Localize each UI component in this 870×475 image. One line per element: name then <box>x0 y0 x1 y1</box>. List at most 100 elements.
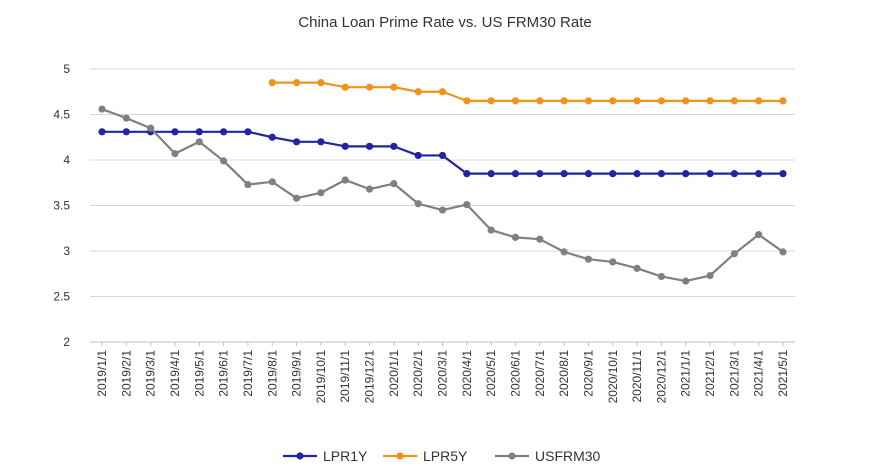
data-point-lpr1y <box>122 128 130 136</box>
data-point-usfrm30 <box>317 189 325 197</box>
data-point-usfrm30 <box>755 231 763 239</box>
x-tick-label: 2019/11/1 <box>338 350 352 403</box>
data-point-lpr1y <box>706 170 714 178</box>
data-point-lpr5y <box>633 97 641 105</box>
data-point-lpr5y <box>414 88 422 96</box>
legend-item-usfrm30: USFRM30 <box>495 448 601 464</box>
y-tick-label: 5 <box>63 62 70 76</box>
data-point-lpr1y <box>268 133 276 141</box>
data-point-lpr1y <box>341 142 349 150</box>
data-point-usfrm30 <box>609 258 617 266</box>
x-tick-label: 2021/4/1 <box>752 350 766 397</box>
x-tick-label: 2020/5/1 <box>484 350 498 397</box>
x-tick-label: 2021/1/1 <box>679 350 693 397</box>
x-tick-label: 2019/9/1 <box>290 350 304 397</box>
data-point-lpr5y <box>536 97 544 105</box>
data-point-usfrm30 <box>390 180 398 188</box>
data-point-lpr1y <box>584 170 593 178</box>
data-point-lpr1y <box>244 128 252 136</box>
data-point-lpr1y <box>730 170 738 178</box>
data-point-lpr1y <box>682 170 690 178</box>
data-point-usfrm30 <box>292 194 301 202</box>
data-point-lpr5y <box>317 79 325 87</box>
data-point-lpr5y <box>292 79 301 87</box>
legend-marker <box>296 452 304 460</box>
data-point-lpr1y <box>511 170 520 178</box>
data-point-lpr5y <box>438 88 447 96</box>
data-point-usfrm30 <box>657 272 665 281</box>
data-point-lpr1y <box>98 128 106 136</box>
data-point-usfrm30 <box>171 150 179 158</box>
x-axis: 2019/1/1 2019/2/1 2019/3/1 2019/4/1 2019/5/1… <box>90 341 795 404</box>
legend-item-lpr1y: LPR1Y <box>283 448 368 464</box>
data-point-lpr1y <box>463 170 471 178</box>
data-point-lpr1y <box>560 170 568 178</box>
x-tick-label: 2020/12/1 <box>654 350 668 404</box>
data-point-lpr1y <box>755 170 763 178</box>
x-tick-label: 2021/2/1 <box>703 350 717 397</box>
data-point-lpr1y <box>414 151 422 160</box>
x-tick-label: 2019/3/1 <box>144 350 158 397</box>
data-point-lpr5y <box>682 97 690 105</box>
data-point-lpr5y <box>268 79 276 87</box>
data-point-lpr1y <box>779 170 787 178</box>
x-tick-label: 2020/7/1 <box>533 350 547 397</box>
data-point-usfrm30 <box>365 185 374 193</box>
legend: LPR1Y LPR5Y USFRM30 <box>283 448 601 464</box>
data-point-lpr1y <box>536 170 544 178</box>
data-point-usfrm30 <box>244 180 252 189</box>
y-tick-label: 3 <box>63 244 70 258</box>
data-point-lpr5y <box>487 97 495 105</box>
data-point-lpr1y <box>633 170 641 178</box>
data-point-lpr1y <box>390 142 398 150</box>
data-point-usfrm30 <box>560 248 568 256</box>
legend-marker <box>396 452 404 460</box>
legend-item-lpr5y: LPR5Y <box>383 448 468 464</box>
data-point-lpr5y <box>706 97 714 105</box>
legend-label: LPR5Y <box>423 448 468 464</box>
x-tick-label: 2020/8/1 <box>557 350 571 397</box>
data-point-lpr1y <box>171 128 179 136</box>
gridlines <box>90 68 795 343</box>
x-tick-label: 2020/10/1 <box>606 350 620 404</box>
data-point-lpr5y <box>463 97 471 105</box>
x-tick-label: 2019/8/1 <box>265 350 279 397</box>
data-point-lpr1y <box>195 128 203 136</box>
x-tick-label: 2020/3/1 <box>436 350 450 397</box>
x-tick-label: 2019/6/1 <box>217 350 231 397</box>
data-point-usfrm30 <box>730 250 738 258</box>
x-tick-label: 2019/1/1 <box>95 350 109 397</box>
data-point-lpr1y <box>292 138 301 146</box>
series-lpr5y <box>268 79 787 105</box>
data-point-lpr5y <box>584 97 593 105</box>
chart-title: China Loan Prime Rate vs. US FRM30 Rate <box>298 14 591 31</box>
x-tick-label: 2021/5/1 <box>776 350 790 397</box>
data-point-usfrm30 <box>487 226 495 234</box>
data-point-lpr1y <box>365 142 374 150</box>
data-point-usfrm30 <box>268 178 276 186</box>
x-tick-label: 2019/12/1 <box>363 350 377 404</box>
series-line-lpr5y <box>272 81 783 102</box>
legend-label: LPR1Y <box>323 448 368 464</box>
series-line-usfrm30 <box>101 108 784 283</box>
x-tick-label: 2020/11/1 <box>630 350 644 403</box>
x-tick-label: 2021/3/1 <box>727 350 741 397</box>
x-tick-label: 2020/2/1 <box>411 350 425 397</box>
data-point-usfrm30 <box>414 200 422 208</box>
data-point-lpr5y <box>657 97 665 105</box>
y-axis: 2 2.5 3 3.5 4 4.5 5 <box>53 62 70 349</box>
data-point-lpr1y <box>487 170 495 178</box>
x-tick-label: 2019/4/1 <box>168 350 182 397</box>
x-tick-label: 2020/1/1 <box>387 350 401 397</box>
data-point-usfrm30 <box>682 277 690 285</box>
data-point-usfrm30 <box>98 105 106 113</box>
data-point-lpr5y <box>730 97 738 105</box>
data-point-lpr5y <box>609 97 617 105</box>
data-point-lpr5y <box>365 83 374 91</box>
data-point-usfrm30 <box>195 138 203 146</box>
data-point-usfrm30 <box>779 248 787 256</box>
data-point-lpr1y <box>317 138 325 146</box>
data-point-lpr5y <box>779 97 787 105</box>
data-point-usfrm30 <box>633 264 641 272</box>
